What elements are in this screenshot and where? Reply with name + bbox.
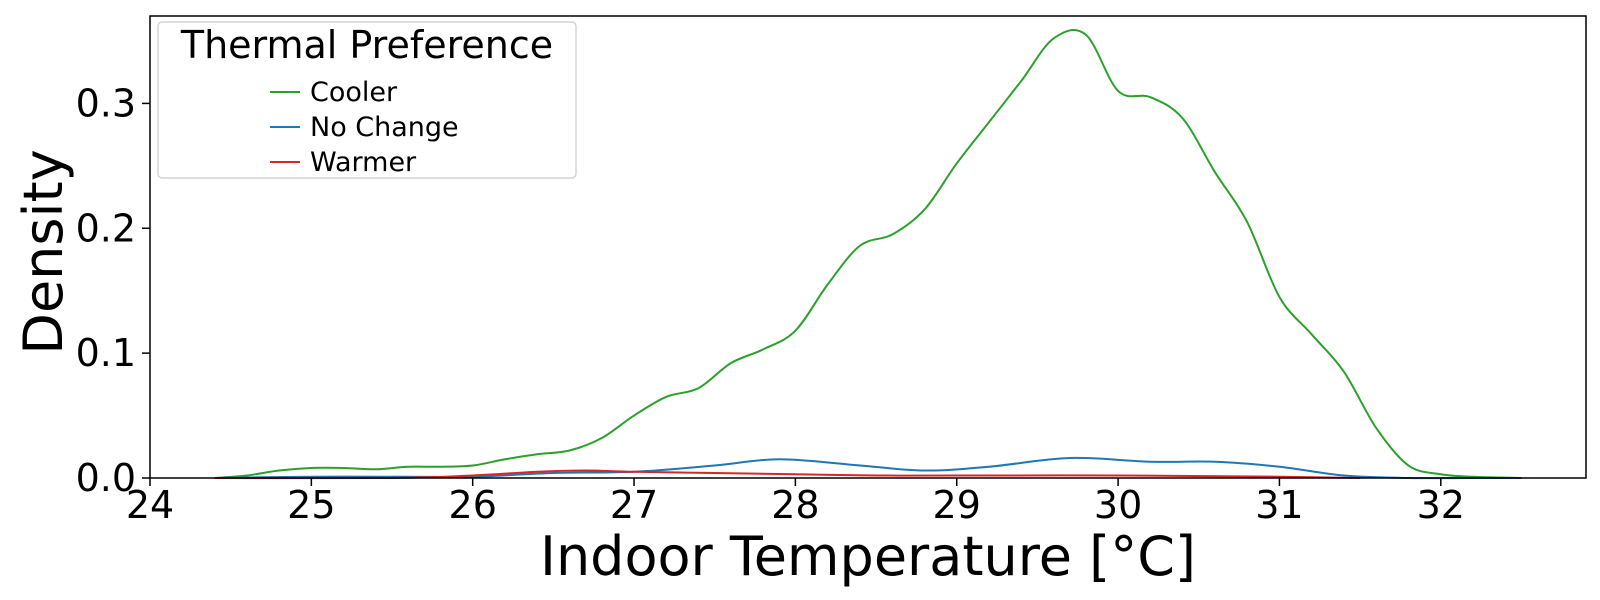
- x-tick-label: 24: [126, 483, 174, 527]
- plot-curves: [214, 29, 1522, 480]
- x-tick-label: 31: [1255, 483, 1303, 527]
- x-tick-label: 27: [610, 483, 658, 527]
- legend-title: Thermal Preference: [180, 23, 553, 67]
- series-line-warmer: [214, 469, 1361, 480]
- legend-label-cooler: Cooler: [310, 77, 398, 108]
- legend-frame: [157, 21, 577, 179]
- x-tick-label: 25: [287, 483, 335, 527]
- y-tick-label: 0.1: [76, 331, 136, 375]
- series-line-no-change: [214, 456, 1522, 480]
- x-tick-label: 26: [449, 483, 497, 527]
- legend-entries: Cooler No Change Warmer: [270, 77, 459, 178]
- x-axis-title: Indoor Temperature [°C]: [540, 525, 1196, 588]
- x-tick-label: 32: [1417, 483, 1465, 527]
- x-tick-label: 29: [933, 483, 981, 527]
- x-axis-ticks: 24 25 26 27 28 29 30 31 32: [126, 478, 1465, 527]
- y-tick-label: 0.0: [76, 456, 136, 500]
- legend-label-warmer: Warmer: [310, 147, 417, 178]
- y-axis-ticks: 0.0 0.1 0.2 0.3: [76, 81, 150, 500]
- legend: Thermal Preference Cooler No Change Warmer: [157, 21, 577, 179]
- x-tick-label: 28: [771, 483, 819, 527]
- y-axis-title: Density: [12, 149, 75, 354]
- x-tick-label: 30: [1094, 483, 1142, 527]
- series-line-cooler: [214, 29, 1522, 479]
- legend-label-no-change: No Change: [310, 112, 459, 143]
- plot-frame: [149, 15, 1587, 479]
- y-tick-label: 0.3: [76, 81, 136, 125]
- y-tick-label: 0.2: [76, 206, 136, 250]
